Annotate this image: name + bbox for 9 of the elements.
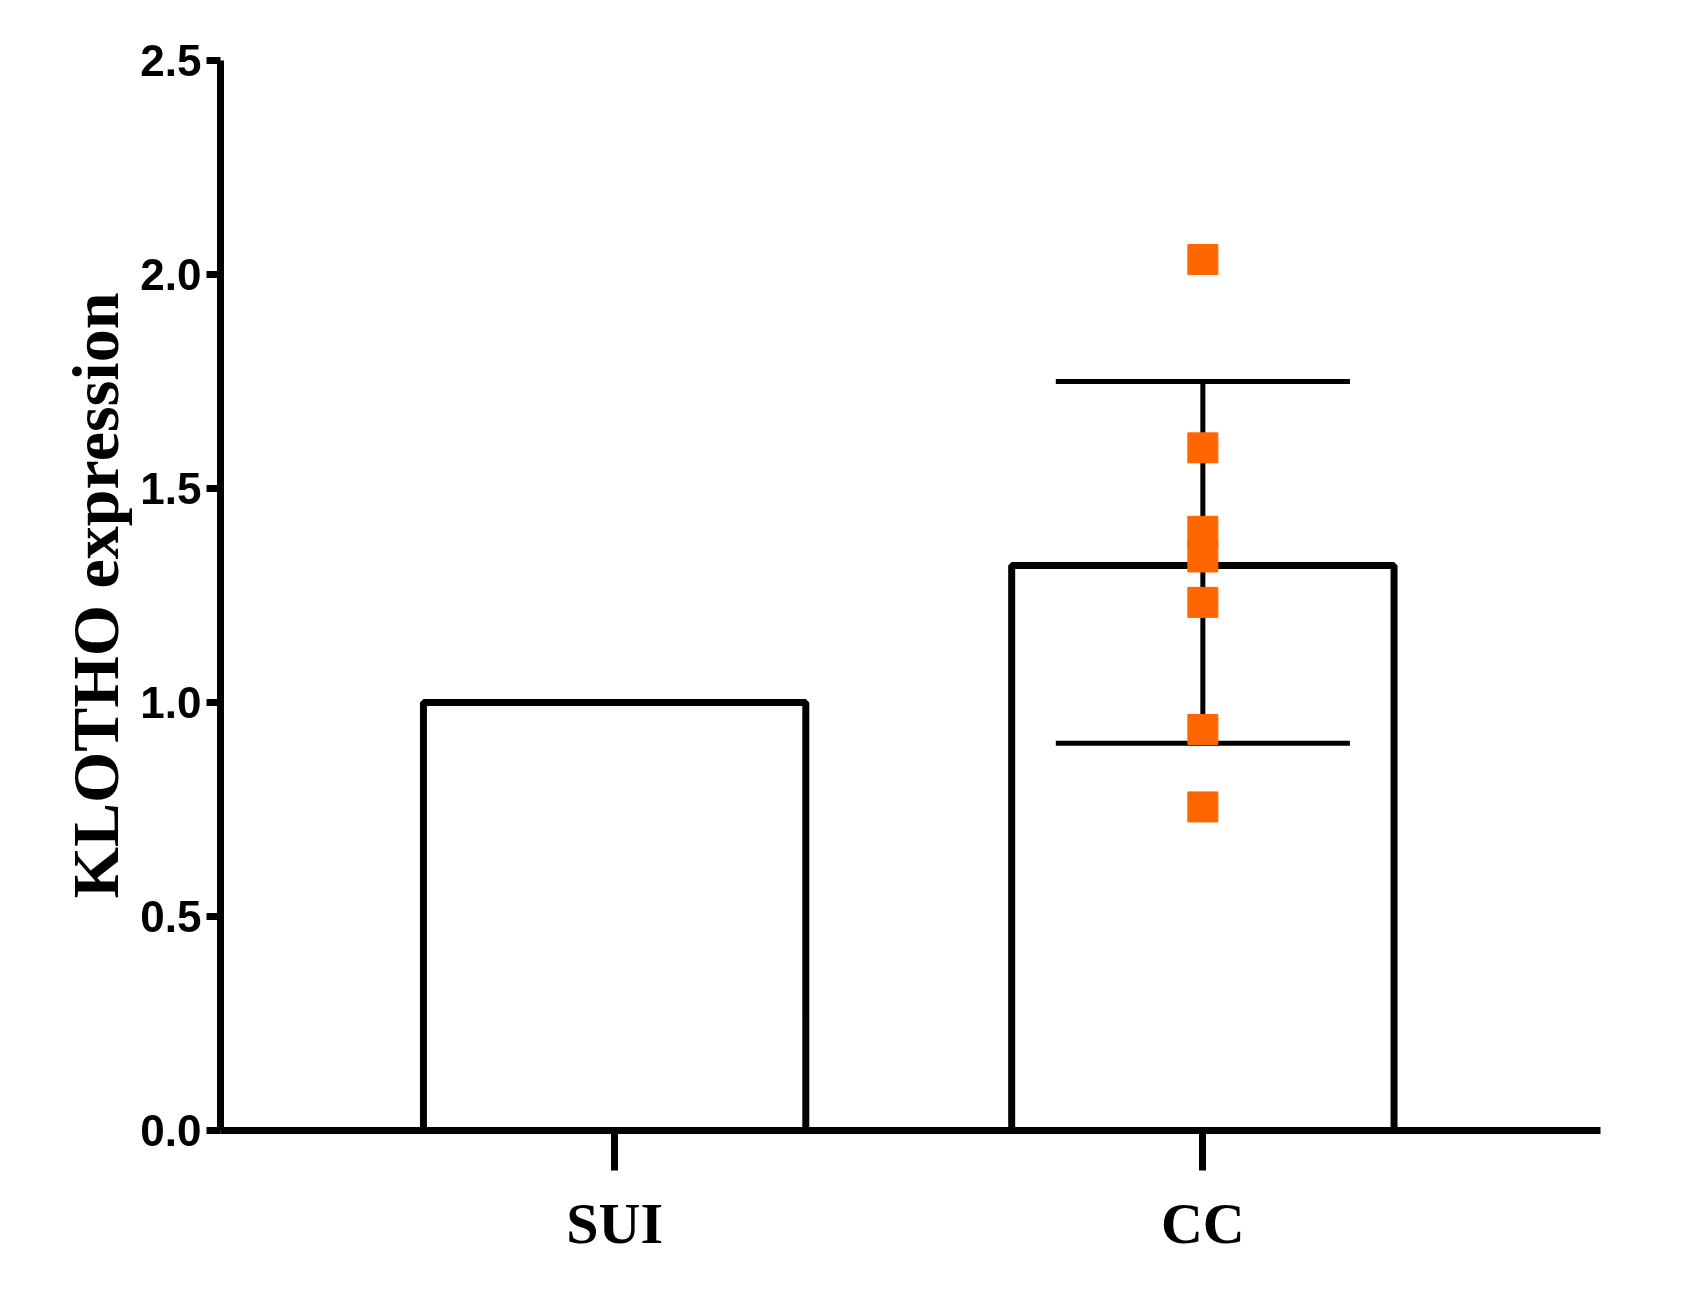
- y-tick-label: 0.0: [140, 1106, 202, 1155]
- y-tick-label: 2.5: [140, 36, 202, 85]
- x-tick-label: CC: [1160, 1190, 1245, 1256]
- y-tick-label: 1.5: [140, 464, 202, 513]
- y-tick-label: 0.5: [140, 892, 202, 941]
- y-tick-label: 1.0: [140, 678, 202, 727]
- x-tick-label: SUI: [566, 1190, 663, 1256]
- y-tick-label: 2.0: [140, 250, 202, 299]
- y-axis-title: KLOTHO expression: [59, 292, 133, 899]
